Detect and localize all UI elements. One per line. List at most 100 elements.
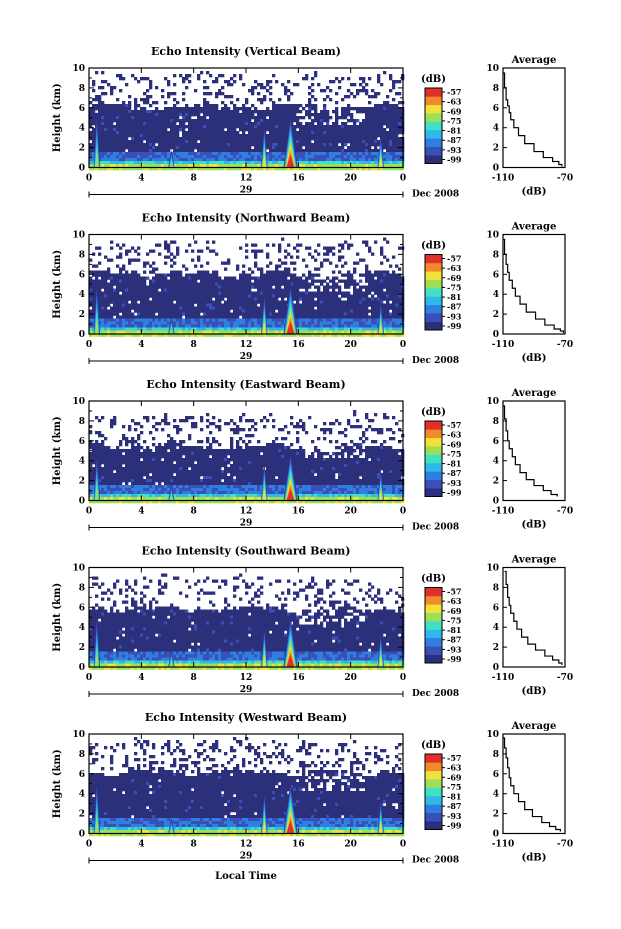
x-tick-label: 0 [86,340,92,350]
colorbar-segment [425,429,442,439]
precip-spike [93,109,101,168]
y-tick-label: 6 [79,603,85,613]
precip-spike [93,279,101,334]
y-tick-label: 8 [79,84,85,94]
precip-spike [377,467,384,501]
colorbar-tick-label: -99 [447,821,462,831]
y-tick-label: 2 [79,643,85,653]
y-tick-label: 0 [79,663,85,673]
precip-spike [283,450,298,501]
colorbar-segment [425,795,442,805]
precip-spike [261,460,268,501]
colorbar-frame [424,753,443,830]
x-tick-label: 0 [86,673,92,683]
colorbar-tick-label: -63 [447,97,462,107]
colorbar-segment [425,296,442,306]
colorbar-segment [425,288,442,297]
colorbar-title: (dB) [421,241,446,252]
colorbar-tick-label: -69 [447,606,462,616]
x-tick-label: 16 [292,673,305,683]
day-label: 29 [240,852,253,862]
colorbar-tick-label: -87 [447,468,461,478]
profile-y-tick-label: 0 [493,663,499,673]
colorbar-segment [425,454,442,464]
colorbar-frame [424,587,443,664]
profile-y-tick-label: 6 [493,270,499,280]
precip-spike [93,450,101,501]
x-tick-label: 20 [344,340,357,350]
colorbar-tick-label: -99 [447,488,462,498]
profile-y-tick-label: 6 [493,770,499,780]
x-tick-label: 16 [292,840,305,850]
profile-x-tick-label: -70 [557,174,573,184]
colorbar-segment [425,96,442,106]
month-label: Dec 2008 [412,689,459,699]
colorbar-frame [424,87,443,164]
colorbar-tick-label: -93 [447,478,462,488]
colorbar-tick-label: -63 [447,763,462,773]
profile-x-tick-label: -70 [557,507,573,517]
colorbar-tick-label: -63 [447,596,462,606]
x-tick-label: 8 [191,174,197,184]
precip-spike [377,132,384,168]
colorbar-tick-label: -69 [447,106,462,116]
precip-spike [168,817,175,834]
y-tick-label: 6 [79,270,85,280]
y-tick-label: 10 [72,64,85,74]
profile-y-tick-label: 10 [486,730,499,740]
x-tick-label: 20 [344,840,357,850]
profile-frame [502,67,566,169]
precip-spike [261,789,268,834]
precip-spike [168,316,175,334]
precip-spike [261,624,268,667]
heatmap-area [89,237,405,337]
profile-frame [502,733,566,835]
y-tick-label: 8 [79,250,85,260]
precip-spike [283,780,298,834]
profile-y-tick-label: 4 [493,124,499,134]
heatmap-area [89,573,405,670]
colorbar-tick-label: -87 [447,801,461,811]
colorbar-tick-label: -69 [447,273,462,283]
colorbar-tick-label: -75 [447,116,461,126]
colorbar-tick-label: -75 [447,282,461,292]
y-tick-label: 4 [79,290,85,300]
profile-y-tick-label: 10 [486,564,499,574]
y-tick-label: 10 [72,730,85,740]
chart-panel-5: Echo Intensity (Westward Beam) 0 2 4 6 8 10 0 4 8… [52,711,573,866]
profile-y-tick-label: 4 [493,290,499,300]
y-tick-label: 2 [79,144,85,154]
profile-y-tick-label: 2 [493,477,499,487]
average-title: Average [511,555,557,566]
x-tick-label: 4 [138,840,144,850]
colorbar-title: (dB) [421,740,446,751]
precip-spike [261,291,268,334]
profile-x-label: (dB) [522,520,547,531]
x-tick-label: 0 [400,340,406,350]
y-tick-label: 4 [79,457,85,467]
x-tick-label: 4 [138,673,144,683]
y-axis-label: Height (km) [52,83,63,152]
average-title: Average [511,222,557,233]
average-title: Average [511,721,557,732]
colorbar-tick-label: -81 [447,126,461,136]
average-title: Average [511,55,557,66]
x-tick-label: 20 [344,174,357,184]
colorbar-segment [425,646,442,655]
profile-y-tick-label: 8 [493,250,499,260]
colorbar-tick-label: -93 [447,811,462,821]
chart-panel-4: Echo Intensity (Southward Beam) 0 2 4 6 8 10 0 4… [52,545,573,700]
profile-y-tick-label: 8 [493,750,499,760]
colorbar-segment [425,595,442,605]
colorbar-segment [425,812,442,822]
colorbar-segment [425,637,442,647]
profile-y-tick-label: 2 [493,310,499,320]
y-axis-label: Height (km) [52,749,63,818]
colorbar-segment [425,779,442,788]
profile-x-tick-label: -110 [492,507,515,517]
profile-y-tick-label: 8 [493,84,499,94]
precip-spike [283,282,298,334]
chart-title: Echo Intensity (Northward Beam) [142,212,351,225]
profile-x-tick-label: -110 [492,673,515,683]
x-axis-label: Local Time [215,871,277,882]
